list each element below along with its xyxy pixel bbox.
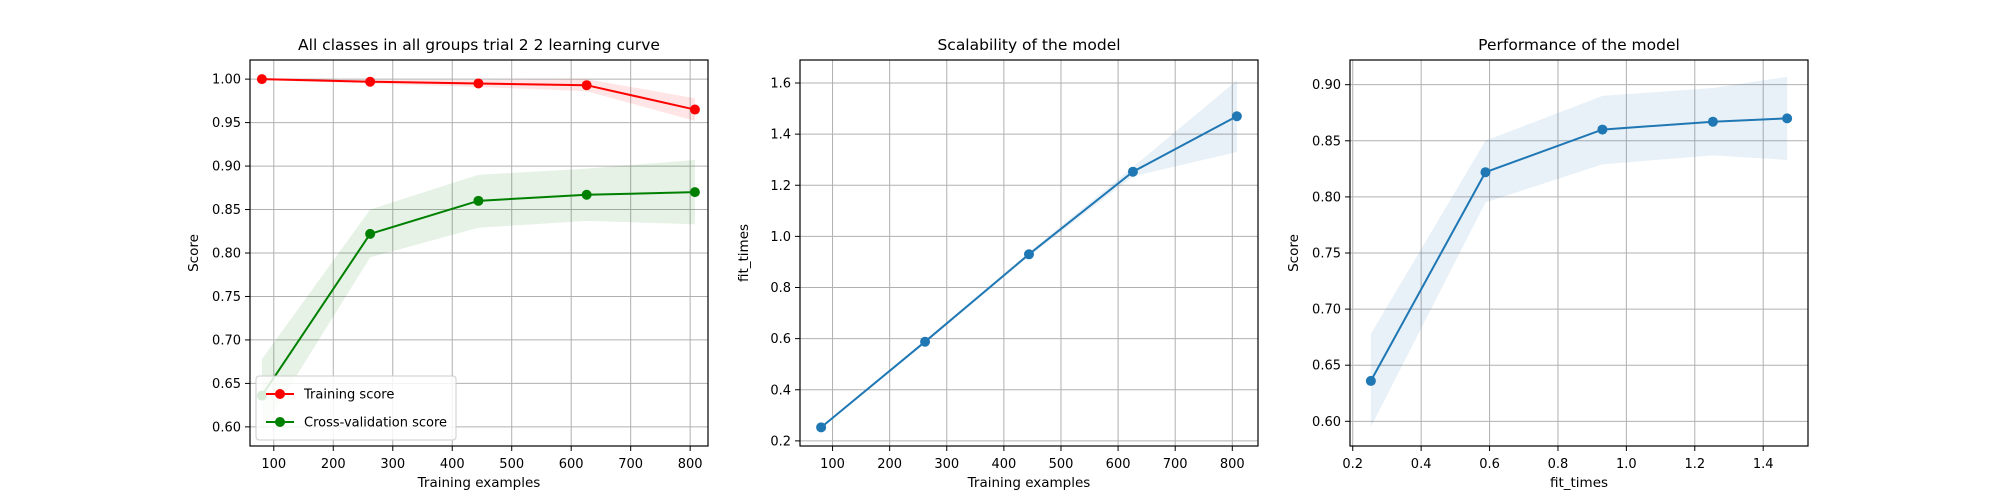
y-tick-label: 1.2 [770, 179, 791, 194]
data-point-s1-3 [473, 78, 484, 89]
x-tick-label: 100 [820, 457, 845, 472]
y-tick-label: 0.2 [770, 434, 791, 449]
x-tick-label: 300 [380, 457, 405, 472]
y-tick-label: 0.75 [1312, 247, 1341, 262]
x-tick-label: 700 [618, 457, 643, 472]
data-point-s2-2 [365, 228, 376, 239]
data-point-s1-5 [1231, 111, 1242, 122]
y-tick-label: 0.90 [1312, 78, 1341, 93]
x-tick-label: 500 [1049, 457, 1074, 472]
x-tick-label: 800 [678, 457, 703, 472]
x-tick-label: 400 [991, 457, 1016, 472]
x-tick-label: 0.8 [1548, 457, 1569, 472]
data-point-s1-4 [1127, 166, 1138, 177]
legend: Training score Cross-validation score [255, 375, 457, 441]
data-point-s1-1 [1365, 375, 1376, 386]
x-tick-label: 100 [261, 457, 286, 472]
y-tick-label: 0.80 [212, 247, 241, 262]
chart-title: All classes in all groups trial 2 2 lear… [298, 36, 660, 54]
y-tick-label: 0.70 [1312, 303, 1341, 318]
y-tick-label: 0.75 [212, 290, 241, 305]
data-point-s1-2 [365, 76, 376, 87]
axes-frame [799, 59, 1259, 447]
data-point-s1-5 [1782, 113, 1793, 124]
y-tick-label: 1.6 [770, 77, 791, 92]
y-tick-label: 0.8 [770, 281, 791, 296]
y-tick-label: 0.60 [212, 420, 241, 435]
x-tick-label: 800 [1220, 457, 1245, 472]
data-point-s1-3 [1024, 249, 1034, 260]
y-tick-label: 0.65 [212, 377, 241, 392]
data-point-s1-3 [1597, 124, 1608, 135]
x-tick-label: 600 [1106, 457, 1131, 472]
x-tick-label: 600 [559, 457, 584, 472]
chart-panel-3: 0.2 0.4 0.6 0.8 1.0 1.2 1.4 0.60 0.65 0.70 0.75 0.8… [1286, 36, 1809, 491]
y-tick-label: 0.6 [770, 332, 791, 347]
x-tick-label: 0.6 [1479, 457, 1500, 472]
x-tick-label: 300 [934, 457, 959, 472]
legend-swatch-marker [275, 389, 285, 399]
y-tick-label: 0.90 [212, 160, 241, 175]
chart-title: Performance of the model [1478, 36, 1680, 54]
y-tick-label: 0.65 [1312, 359, 1341, 374]
y-tick-label: 1.0 [770, 230, 791, 245]
data-point-s1-4 [581, 80, 592, 91]
x-axis-label: fit_times [1550, 475, 1608, 491]
y-tick-label: 1.4 [770, 128, 791, 143]
x-tick-label: 200 [321, 457, 346, 472]
legend-label: Training score [303, 388, 394, 403]
y-tick-label: 0.60 [1312, 415, 1341, 430]
x-tick-label: 1.0 [1616, 457, 1637, 472]
y-tick-label: 1.00 [212, 73, 241, 88]
x-tick-label: 0.2 [1342, 457, 1363, 472]
data-point-s2-3 [473, 195, 484, 206]
y-tick-label: 0.4 [770, 383, 791, 398]
y-tick-label: 0.95 [212, 116, 241, 131]
data-point-s1-4 [1707, 116, 1718, 127]
x-tick-label: 700 [1163, 457, 1188, 472]
y-tick-label: 0.85 [212, 203, 241, 218]
data-point-s2-5 [689, 187, 700, 198]
x-tick-label: 1.4 [1753, 457, 1774, 472]
x-tick-label: 1.2 [1684, 457, 1705, 472]
data-point-s1-2 [920, 336, 931, 347]
y-axis-label: Score [186, 234, 202, 272]
data-point-s2-4 [581, 189, 592, 200]
x-axis-label: Training examples [417, 475, 541, 491]
data-point-s1-1 [256, 74, 267, 85]
y-tick-label: 0.80 [1312, 190, 1341, 205]
y-tick-label: 0.85 [1312, 134, 1341, 149]
series-band-1 [1370, 76, 1788, 427]
y-axis-label: fit_times [736, 224, 752, 282]
y-axis-label: Score [1286, 234, 1302, 272]
x-tick-label: 200 [877, 457, 902, 472]
series-band-2 [261, 159, 695, 432]
data-point-s1-2 [1480, 167, 1491, 178]
data-point-s1-1 [816, 422, 827, 433]
chart-title: Scalability of the model [937, 36, 1120, 54]
legend-box [255, 375, 457, 441]
legend-swatch-marker [275, 417, 285, 427]
chart-panel-2: 100 200 300 400 500 600 700 800 0.2 0.4 0.6 0.8 1.0 1… [736, 36, 1259, 491]
x-axis-label: Training examples [967, 475, 1091, 491]
x-tick-label: 0.4 [1411, 457, 1432, 472]
legend-label: Cross-validation score [304, 416, 447, 431]
x-tick-label: 400 [440, 457, 465, 472]
y-tick-label: 0.70 [212, 333, 241, 348]
x-tick-label: 500 [499, 457, 524, 472]
chart-panel-1: 100 200 300 400 500 600 700 800 0.60 0.65 0.70 0.75… [186, 36, 709, 491]
data-point-s1-5 [689, 104, 700, 115]
